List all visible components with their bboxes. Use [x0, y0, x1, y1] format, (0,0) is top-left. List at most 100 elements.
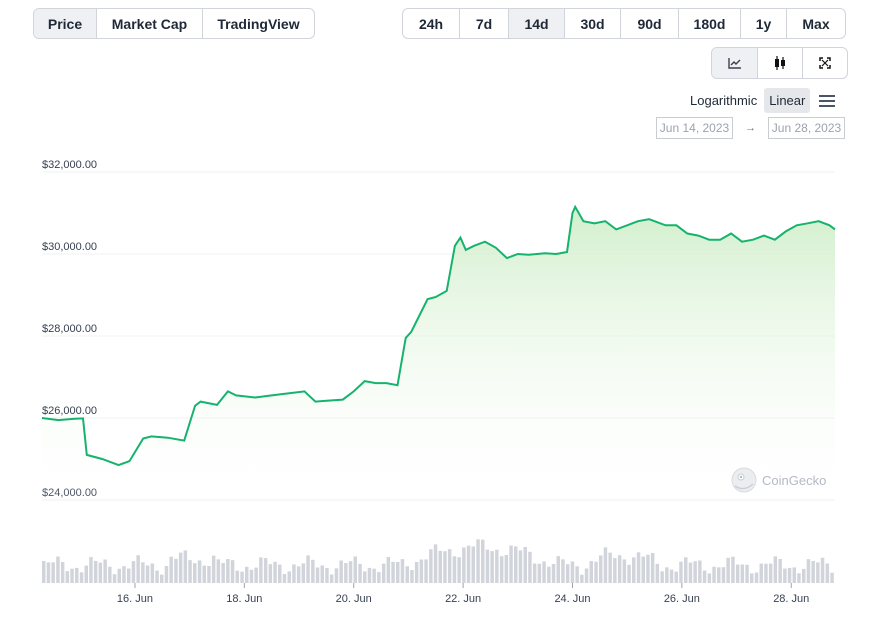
- tab-market-cap[interactable]: Market Cap: [97, 9, 203, 38]
- volume-bar: [693, 561, 697, 583]
- volume-bar: [117, 568, 121, 583]
- volume-bar: [311, 559, 315, 583]
- volume-bar: [481, 539, 485, 583]
- volume-bar: [155, 570, 159, 583]
- range-7d-button[interactable]: 7d: [460, 9, 509, 38]
- range-1y-button[interactable]: 1y: [741, 9, 787, 38]
- volume-bar: [329, 574, 334, 583]
- volume-bar: [405, 566, 409, 583]
- watermark-text: CoinGecko: [762, 473, 826, 488]
- volume-bar: [556, 556, 560, 583]
- volume-bar: [509, 545, 513, 583]
- volume-bar: [608, 552, 612, 583]
- volume-bar: [259, 557, 263, 583]
- logarithmic-scale-option[interactable]: Logarithmic: [690, 93, 758, 108]
- volume-bar: [759, 563, 763, 583]
- volume-bar: [60, 562, 65, 583]
- volume-bar: [89, 557, 93, 583]
- x-tick-label: 24. Jun: [554, 593, 590, 605]
- volume-bar: [287, 571, 291, 583]
- volume-bar: [452, 556, 457, 583]
- volume-bar: [93, 560, 98, 583]
- volume-bar: [565, 564, 570, 583]
- volume-bar: [712, 566, 716, 583]
- volume-bar: [438, 550, 442, 583]
- range-24h-button[interactable]: 24h: [403, 9, 460, 38]
- volume-bar: [301, 563, 306, 583]
- volume-bar: [532, 563, 537, 583]
- volume-bar: [679, 561, 683, 583]
- volume-bar: [816, 562, 820, 583]
- tab-tradingview[interactable]: TradingView: [217, 15, 300, 32]
- volume-bar: [698, 560, 702, 583]
- volume-bar: [381, 563, 386, 583]
- x-tick-label: 20. Jun: [336, 593, 372, 605]
- date-range-arrow: →: [745, 122, 756, 134]
- volume-bar: [221, 563, 225, 583]
- volume-bar: [650, 553, 655, 583]
- volume-bar: [797, 573, 801, 583]
- volume-bar: [207, 566, 211, 583]
- price-area-fill: [42, 206, 835, 501]
- volume-bar: [707, 573, 712, 583]
- volume-bar: [429, 549, 433, 583]
- volume-bar: [773, 556, 778, 583]
- volume-bar: [183, 550, 188, 583]
- candlestick-button[interactable]: [758, 48, 803, 78]
- range-180d-button[interactable]: 180d: [679, 9, 741, 38]
- volume-bar: [122, 566, 126, 583]
- volume-bar: [528, 551, 532, 583]
- range-max-button[interactable]: Max: [802, 15, 830, 32]
- volume-bar: [325, 568, 329, 583]
- linear-scale-option[interactable]: Linear: [764, 88, 811, 113]
- time-range-tabs: 24h 7d 14d 30d 90d 180d 1y Max: [402, 8, 846, 39]
- volume-bar: [131, 561, 136, 583]
- volume-bar: [731, 556, 735, 583]
- volume-bar: [112, 574, 117, 583]
- volume-bar: [424, 559, 428, 583]
- volume-bar: [396, 562, 400, 583]
- tab-price[interactable]: Price: [34, 9, 97, 38]
- date-from-input[interactable]: Jun 14, 2023: [656, 117, 733, 139]
- volume-bar: [466, 545, 471, 583]
- volume-bar: [792, 567, 796, 583]
- volume-bar: [372, 568, 376, 583]
- volume-bar: [820, 557, 825, 583]
- volume-bar: [278, 564, 282, 583]
- volume-bar: [339, 560, 343, 583]
- y-tick-label: $26,000.00: [42, 405, 97, 417]
- volume-bar: [46, 562, 51, 583]
- volume-bar: [613, 558, 617, 583]
- volume-bar: [768, 563, 773, 583]
- volume-bar: [740, 564, 745, 583]
- volume-bar: [108, 566, 112, 583]
- x-axis: 16. Jun 18. Jun 20. Jun 22. Jun 24. Jun 26. J…: [117, 583, 809, 605]
- range-14d-button[interactable]: 14d: [509, 9, 565, 38]
- volume-bar: [674, 571, 678, 583]
- volume-bar: [98, 562, 103, 583]
- volume-bar: [334, 568, 339, 583]
- volume-bar: [561, 559, 565, 583]
- volume-bar: [570, 561, 575, 583]
- volume-bar: [717, 567, 721, 583]
- volume-bar: [589, 561, 593, 583]
- line-chart-button[interactable]: [712, 48, 758, 78]
- volume-bar: [684, 557, 688, 583]
- volume-bar: [419, 559, 424, 583]
- range-90d-button[interactable]: 90d: [621, 9, 679, 38]
- volume-bar: [632, 557, 636, 583]
- volume-bar: [164, 566, 169, 583]
- hamburger-menu-icon[interactable]: [819, 94, 836, 107]
- volume-bar: [51, 562, 55, 583]
- x-tick-label: 22. Jun: [445, 593, 481, 605]
- volume-bar: [514, 546, 518, 583]
- date-to-input[interactable]: Jun 28, 2023: [768, 117, 845, 139]
- fullscreen-button[interactable]: [803, 48, 847, 78]
- volume-bar: [542, 561, 546, 583]
- volume-bar: [599, 555, 603, 583]
- volume-bar: [296, 566, 301, 583]
- volume-bar: [56, 556, 60, 583]
- volume-bar: [188, 560, 192, 583]
- range-30d-button[interactable]: 30d: [565, 9, 621, 38]
- volume-bar: [84, 565, 88, 583]
